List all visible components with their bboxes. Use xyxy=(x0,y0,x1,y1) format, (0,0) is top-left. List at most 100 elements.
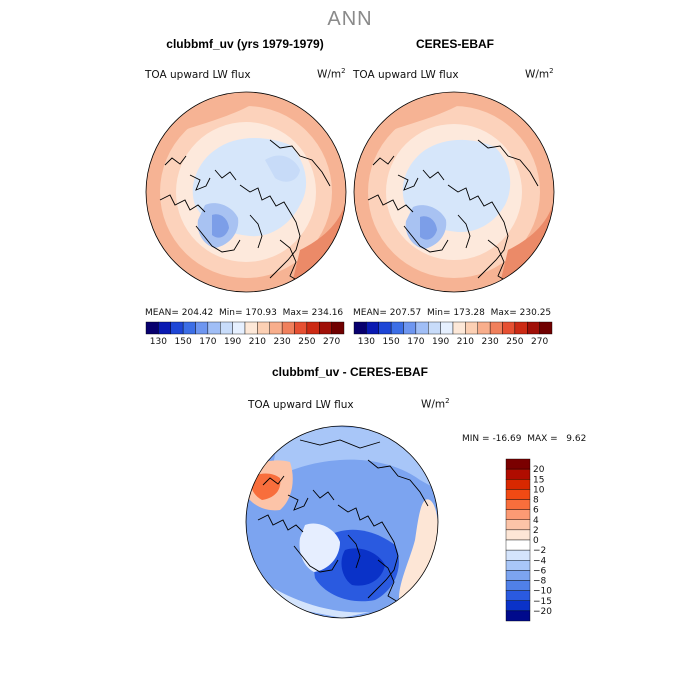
colorbar2-swatch xyxy=(514,321,528,335)
map1-boundary xyxy=(145,91,347,293)
map3-warm-region-east xyxy=(399,499,438,605)
colorbar2-tick-label: 150 xyxy=(383,337,400,347)
map2-greenland-core xyxy=(420,216,437,240)
panel3-max-value: 9.62 xyxy=(566,434,587,444)
colorbar-panel1: 130 150 170 190 210 230 250 270 xyxy=(145,321,345,347)
colorbar1-tick-label: 150 xyxy=(175,337,192,347)
colorbar2-tick-label: 210 xyxy=(457,337,474,347)
colorbar1-swatch xyxy=(319,321,332,335)
colorbar1-tick-label: 190 xyxy=(224,337,241,347)
colorbar3-swatch xyxy=(505,570,531,581)
colorbar3-tick-label: 6 xyxy=(533,506,539,516)
colorbar2-swatch xyxy=(366,321,379,335)
colorbar1-swatch xyxy=(306,321,320,335)
panel1-min-value: 170.93 xyxy=(245,308,277,318)
colorbar3-tick-label: 2 xyxy=(533,526,539,536)
colorbar2-tick-label: 250 xyxy=(506,337,523,347)
panel1-max-value: 234.16 xyxy=(311,308,344,318)
colorbar2-tick-label: 190 xyxy=(432,337,449,347)
colorbar3-tick-label: 0 xyxy=(533,536,539,546)
panel2-min-label: Min= xyxy=(427,308,451,318)
colorbar1-swatch xyxy=(232,321,246,335)
colorbar2-swatch xyxy=(465,321,478,335)
panel2-mean-label: MEAN= xyxy=(353,308,387,318)
panel2-units: W/m2 xyxy=(525,67,554,81)
colorbar3-tick-label: 15 xyxy=(533,475,544,485)
colorbar1-swatch xyxy=(170,321,184,335)
colorbar3-tick-label: −20 xyxy=(533,607,552,617)
map-panel1 xyxy=(145,91,347,293)
panel2-mean-value: 207.57 xyxy=(389,308,422,318)
colorbar1-tick-label: 230 xyxy=(274,337,291,347)
map1-coastlines xyxy=(159,139,331,283)
colorbar3-swatch xyxy=(505,468,531,480)
panel3-min-value: -16.69 xyxy=(492,434,522,444)
colorbar2-swatch xyxy=(403,321,417,335)
panel1-title: clubbmf_uv (yrs 1979-1979) xyxy=(166,37,324,51)
panel2-max-value: 230.25 xyxy=(519,308,552,318)
panel1-mean-value: 204.42 xyxy=(181,308,214,318)
map2-coastlines xyxy=(367,139,539,283)
colorbar2-tick-label: 270 xyxy=(531,337,548,347)
colorbar2-swatch xyxy=(428,321,441,335)
map2-boundary xyxy=(353,91,555,293)
colorbar1-tick-label: 170 xyxy=(199,337,216,347)
colorbar1-swatch xyxy=(244,321,258,335)
colorbar1-swatch xyxy=(182,321,196,335)
panel1-stats: MEAN= 204.42 Min= 170.93 Max= 234.16 xyxy=(145,308,343,318)
colorbar3-swatch xyxy=(505,458,531,470)
colorbar2-swatch xyxy=(378,321,392,335)
colorbar3-tick-label: −4 xyxy=(533,556,547,566)
colorbar3-tick-label: 4 xyxy=(533,516,539,526)
panel1-max-label: Max= xyxy=(282,308,309,318)
colorbar3-swatch xyxy=(505,529,531,541)
map-panel3 xyxy=(245,425,439,619)
colorbar2-swatch xyxy=(502,321,516,335)
colorbar2-swatch xyxy=(477,321,491,335)
colorbar3-tick-label: −6 xyxy=(533,566,547,576)
colorbar3-tick-label: 8 xyxy=(533,496,539,506)
colorbar3-swatch xyxy=(505,509,531,520)
colorbar1-swatch xyxy=(294,321,308,335)
colorbar3-tick-label: −15 xyxy=(533,597,552,607)
map2-warm-region-pacific xyxy=(354,92,478,160)
panel2-stats: MEAN= 207.57 Min= 173.28 Max= 230.25 xyxy=(353,308,551,318)
colorbar2-swatch xyxy=(440,321,454,335)
map-panel2 xyxy=(353,91,555,293)
colorbar3-tick-label: −2 xyxy=(533,546,546,556)
panel3-variable: TOA upward LW flux xyxy=(248,399,354,411)
panel1-min-label: Min= xyxy=(219,308,243,318)
colorbar2-swatch xyxy=(539,321,553,335)
colorbar2-swatch xyxy=(415,321,429,335)
colorbar2-tick-label: 230 xyxy=(482,337,499,347)
colorbar2-swatch xyxy=(527,321,540,335)
colorbar3-swatch xyxy=(505,610,531,622)
colorbar1-swatch xyxy=(207,321,221,335)
colorbar3-tick-label: −10 xyxy=(533,587,552,597)
colorbar2-tick-label: 130 xyxy=(358,337,375,347)
colorbar1-swatch xyxy=(281,321,295,335)
panel3-max-label: MAX = xyxy=(527,434,558,444)
colorbar3-swatch xyxy=(505,519,531,531)
panel2-max-label: Max= xyxy=(490,308,517,318)
map1-siberia-cold xyxy=(265,155,300,182)
panel1-variable: TOA upward LW flux xyxy=(145,69,251,81)
colorbar1-tick-label: 130 xyxy=(150,337,167,347)
colorbar1-tick-label: 250 xyxy=(298,337,315,347)
colorbar2-swatch xyxy=(390,321,404,335)
panel2-title: CERES-EBAF xyxy=(415,37,494,51)
colorbar3-tick-label: −8 xyxy=(533,577,547,587)
map3-greenland-pale xyxy=(299,523,340,572)
colorbar1-swatch xyxy=(195,321,209,335)
figure-title: ANN xyxy=(327,8,373,30)
colorbar3-swatch xyxy=(505,479,531,490)
panel3-min-label: MIN = xyxy=(462,434,490,444)
colorbar3-swatch xyxy=(505,489,531,500)
colorbar1-swatch xyxy=(220,321,233,335)
panel3-title: clubbmf_uv - CERES-EBAF xyxy=(271,365,428,379)
colorbar1-swatch xyxy=(257,321,270,335)
colorbar3-swatch xyxy=(505,539,531,551)
colorbar2-swatch xyxy=(452,321,466,335)
colorbar3-tick-label: 10 xyxy=(533,485,545,495)
